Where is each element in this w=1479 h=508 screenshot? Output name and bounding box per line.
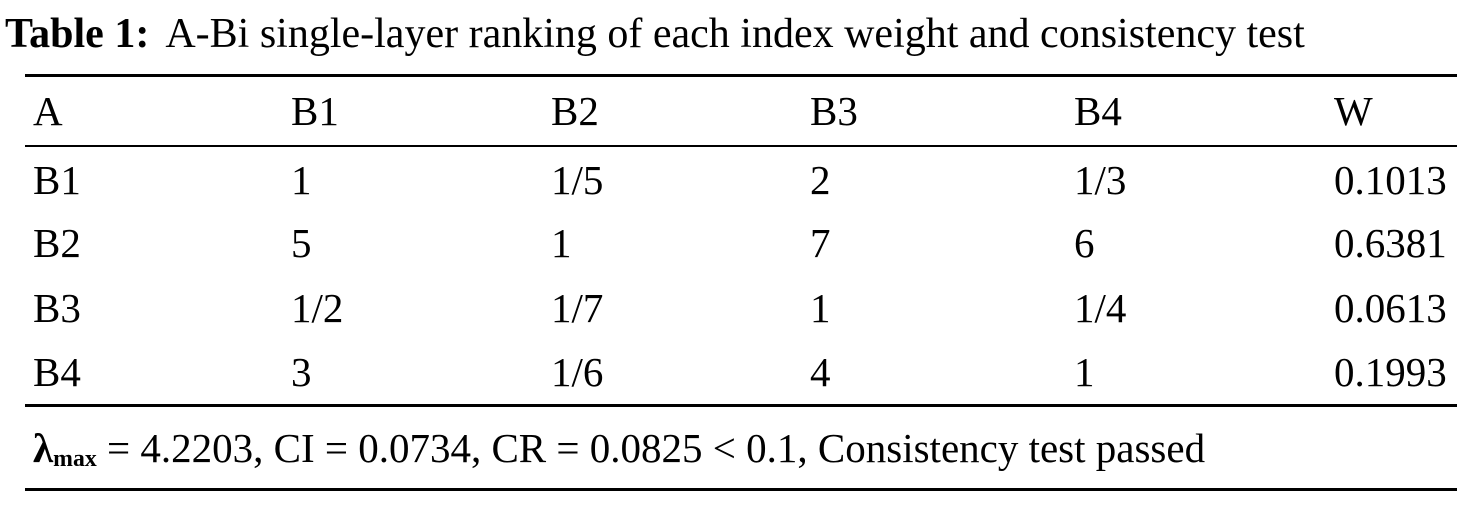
table-cell: 3 (291, 349, 312, 396)
column-header-b2: B2 (543, 74, 802, 147)
judgment-matrix-table: A B1 B2 B3 B4 W B1 1 1/5 2 1/3 0.1013 B2… (25, 74, 1457, 491)
table-cell: 7 (810, 220, 831, 266)
consistency-row: λmax = 4.2203, CI = 0.0734, CR = 0.0825 … (25, 404, 1457, 491)
weight-cell: 0.0613 (1334, 285, 1447, 331)
table-cell: 1/2 (291, 285, 344, 331)
table-cell: 1 (1074, 349, 1095, 396)
table-cell: 2 (810, 156, 831, 203)
lambda-max-subscript: max (53, 445, 97, 472)
column-header-b1: B1 (283, 74, 543, 147)
consistency-text: = 4.2203, CI = 0.0734, CR = 0.0825 < 0.1… (96, 424, 1206, 471)
table-caption: Table 1: A-Bi single-layer ranking of eac… (0, 0, 1479, 64)
column-header-w: W (1326, 74, 1457, 147)
row-label: B2 (33, 220, 81, 266)
table-row: B1 1 1/5 2 1/3 0.1013 (25, 146, 1457, 211)
row-label: B3 (33, 285, 81, 331)
table-footer: λmax = 4.2203, CI = 0.0734, CR = 0.0825 … (25, 404, 1457, 491)
header-row: A B1 B2 B3 B4 W (25, 74, 1457, 147)
table-cell: 1/6 (551, 349, 604, 396)
table-cell: 1/3 (1074, 156, 1127, 203)
weight-cell: 0.1013 (1334, 156, 1447, 203)
column-header-a: A (25, 74, 283, 147)
table-cell: 4 (810, 349, 831, 396)
column-header-b4: B4 (1066, 74, 1326, 147)
lambda-max-symbol: λ (33, 424, 54, 471)
column-header-b3: B3 (802, 74, 1066, 147)
table-caption-text: A-Bi single-layer ranking of each index … (165, 11, 1305, 57)
table-row: B2 5 1 7 6 0.6381 (25, 211, 1457, 276)
consistency-note: λmax = 4.2203, CI = 0.0734, CR = 0.0825 … (25, 404, 1457, 491)
table-body: B1 1 1/5 2 1/3 0.1013 B2 5 1 7 6 0.6381 … (25, 146, 1457, 406)
table-cell: 1 (810, 285, 831, 331)
weight-cell: 0.6381 (1334, 220, 1447, 266)
table-caption-label: Table 1: (5, 11, 150, 57)
table-row: B4 3 1/6 4 1 0.1993 (25, 341, 1457, 406)
table-cell: 6 (1074, 220, 1095, 266)
row-label: B4 (33, 349, 81, 396)
row-label: B1 (33, 156, 81, 203)
weight-cell: 0.1993 (1334, 349, 1447, 396)
table-row: B3 1/2 1/7 1 1/4 0.0613 (25, 276, 1457, 341)
table-cell: 1/7 (551, 285, 604, 331)
table-cell: 1/5 (551, 156, 604, 203)
table-cell: 1 (291, 156, 312, 203)
table-cell: 1/4 (1074, 285, 1127, 331)
table-header: A B1 B2 B3 B4 W (25, 74, 1457, 147)
table-cell: 5 (291, 220, 312, 266)
table-cell: 1 (551, 220, 572, 266)
